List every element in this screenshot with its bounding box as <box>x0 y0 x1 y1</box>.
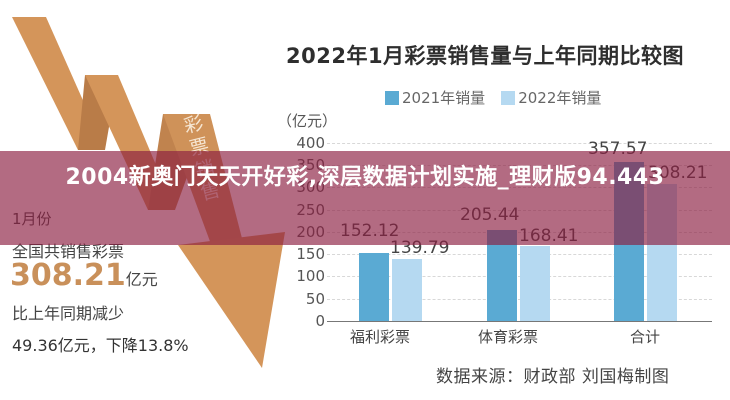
legend-label-2022: 2022年销量 <box>518 89 602 107</box>
info-total-value-row: 308.21亿元 <box>10 258 158 293</box>
info-total-value: 308.21 <box>10 258 126 293</box>
banner-title: 2004新奥门天天开好彩,深层数据计划实施_理财版94.443 <box>65 165 665 190</box>
gridline-150 <box>327 254 712 255</box>
x-label-total: 合计 <box>630 328 661 346</box>
info-decrease-value: 49.36亿元，下降13.8% <box>12 336 189 355</box>
info-total-unit: 亿元 <box>125 270 158 289</box>
info-total-label: 全国共销售彩票 <box>12 242 125 261</box>
legend-swatch-2021 <box>385 90 399 105</box>
chart-legend: 2021年销量 2022年销量 <box>385 87 601 108</box>
y-tick-150: 150 <box>296 245 325 263</box>
x-axis-line <box>327 321 712 322</box>
info-decrease-label: 比上年同期减少 <box>12 304 125 323</box>
overlay-banner <box>0 151 730 245</box>
bar-fuli-2021 <box>359 253 389 321</box>
y-tick-0: 0 <box>315 312 325 330</box>
y-tick-50: 50 <box>305 290 325 308</box>
legend-swatch-2022 <box>501 90 516 105</box>
y-axis-unit: （亿元） <box>277 112 338 130</box>
y-tick-100: 100 <box>296 267 325 285</box>
legend-item-2022: 2022年销量 <box>501 87 601 108</box>
x-label-tiyu: 体育彩票 <box>478 328 539 346</box>
arrow-head <box>178 232 285 368</box>
legend-item-2021: 2021年销量 <box>385 87 485 108</box>
data-source: 数据来源：财政部 刘国梅制图 <box>436 367 670 387</box>
y-tick-400: 400 <box>296 134 325 152</box>
bar-tiyu-2022 <box>520 246 550 321</box>
bar-tiyu-2021 <box>487 230 517 321</box>
gridline-400 <box>327 143 712 144</box>
gridline-100 <box>327 276 712 277</box>
legend-label-2021: 2021年销量 <box>402 89 486 107</box>
bar-fuli-2022 <box>392 259 422 321</box>
x-label-fuli: 福利彩票 <box>350 328 411 346</box>
chart-title: 2022年1月彩票销售量与上年同期比较图 <box>286 44 685 68</box>
gridline-50 <box>327 299 712 300</box>
